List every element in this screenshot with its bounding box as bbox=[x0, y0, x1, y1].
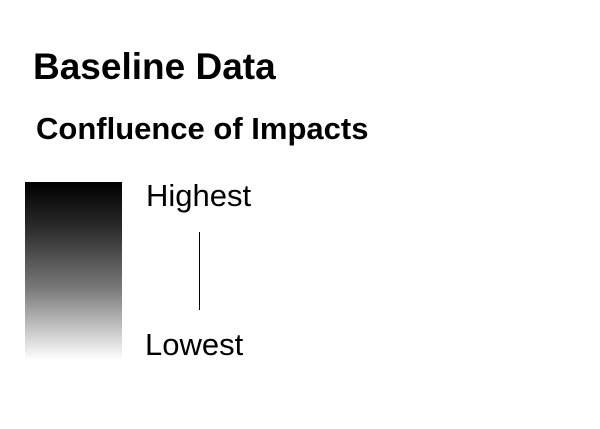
gradient-scale-bar bbox=[25, 182, 122, 360]
scale-connector-line bbox=[199, 232, 200, 310]
scale-label-lowest: Lowest bbox=[145, 327, 244, 362]
scale-label-highest: Highest bbox=[146, 178, 252, 213]
slide-title: Baseline Data bbox=[33, 46, 276, 87]
slide-subtitle: Confluence of Impacts bbox=[36, 111, 369, 146]
